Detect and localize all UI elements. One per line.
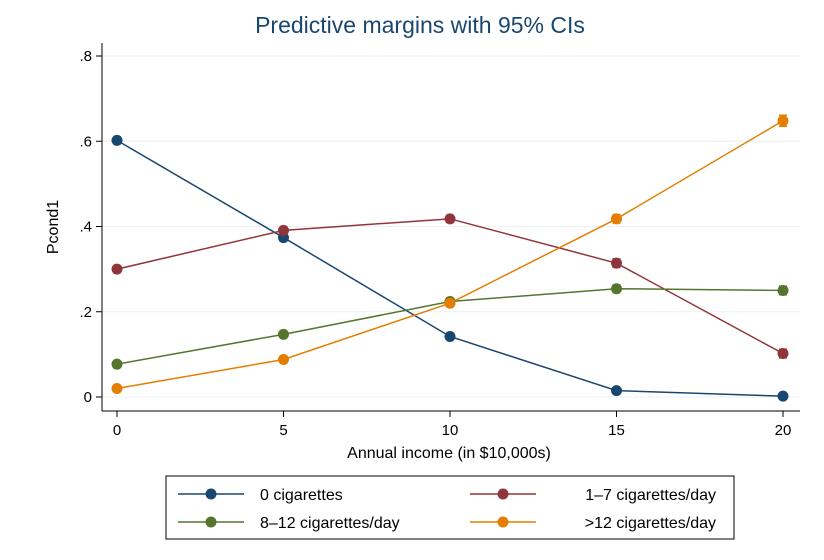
series-0-points: [111, 134, 789, 402]
data-point: [111, 382, 123, 394]
y-axis-title: Pcond1: [45, 200, 62, 254]
y-tick-label: .2: [79, 304, 92, 321]
legend-marker: [497, 516, 509, 528]
data-point: [611, 385, 622, 397]
x-axis-title: Annual income (in $10,000s): [347, 445, 551, 462]
x-tick-label: 15: [608, 422, 625, 439]
axes: 0 .2 .4 .6 .8 0 5 10 15 20: [79, 43, 800, 439]
legend-item-1: 1–7 cigarettes/day: [470, 487, 716, 504]
legend-item-2: 8–12 cigarettes/day: [178, 515, 400, 532]
x-tick-label: 5: [279, 422, 287, 439]
data-point: [611, 257, 622, 269]
data-point: [111, 263, 123, 275]
data-point: [777, 284, 789, 296]
data-point: [777, 115, 789, 127]
data-point: [611, 213, 622, 225]
data-point: [444, 330, 456, 342]
series-2-points: [111, 283, 789, 370]
y-tick-label: .8: [79, 48, 92, 65]
data-point: [278, 328, 289, 340]
data-point: [611, 283, 622, 295]
y-tick-label: .4: [79, 219, 92, 236]
series-1-points: [111, 213, 789, 360]
x-tick-label: 0: [113, 422, 121, 439]
series-area: [111, 114, 789, 402]
data-point: [111, 134, 123, 146]
y-tick-label: .6: [79, 133, 92, 150]
series-3: [116, 120, 784, 390]
y-tick-label: 0: [84, 389, 92, 406]
legend-marker: [205, 516, 217, 528]
data-point: [444, 213, 456, 225]
data-point: [444, 297, 456, 309]
x-tick-label: 10: [442, 422, 459, 439]
data-point: [111, 358, 123, 370]
legend: 0 cigarettes 1–7 cigarettes/day 8–12 cigar…: [165, 475, 735, 540]
data-point: [278, 353, 289, 365]
legend-marker: [205, 488, 217, 500]
series-line: [116, 120, 784, 390]
legend-item-0: 0 cigarettes: [178, 487, 343, 504]
legend-label: 0 cigarettes: [260, 487, 343, 504]
x-tick-label: 20: [775, 422, 792, 439]
legend-item-3: >12 cigarettes/day: [470, 515, 716, 532]
grid: [102, 55, 800, 398]
chart-title: Predictive margins with 95% CIs: [255, 12, 585, 38]
legend-label: 8–12 cigarettes/day: [260, 515, 400, 532]
legend-marker: [497, 488, 509, 500]
legend-label: >12 cigarettes/day: [585, 515, 716, 532]
data-point: [777, 348, 789, 360]
data-point: [278, 224, 289, 236]
legend-label: 1–7 cigarettes/day: [585, 487, 716, 504]
series-3-points: [111, 114, 789, 394]
legend-box: [165, 475, 735, 540]
data-point: [777, 390, 789, 402]
